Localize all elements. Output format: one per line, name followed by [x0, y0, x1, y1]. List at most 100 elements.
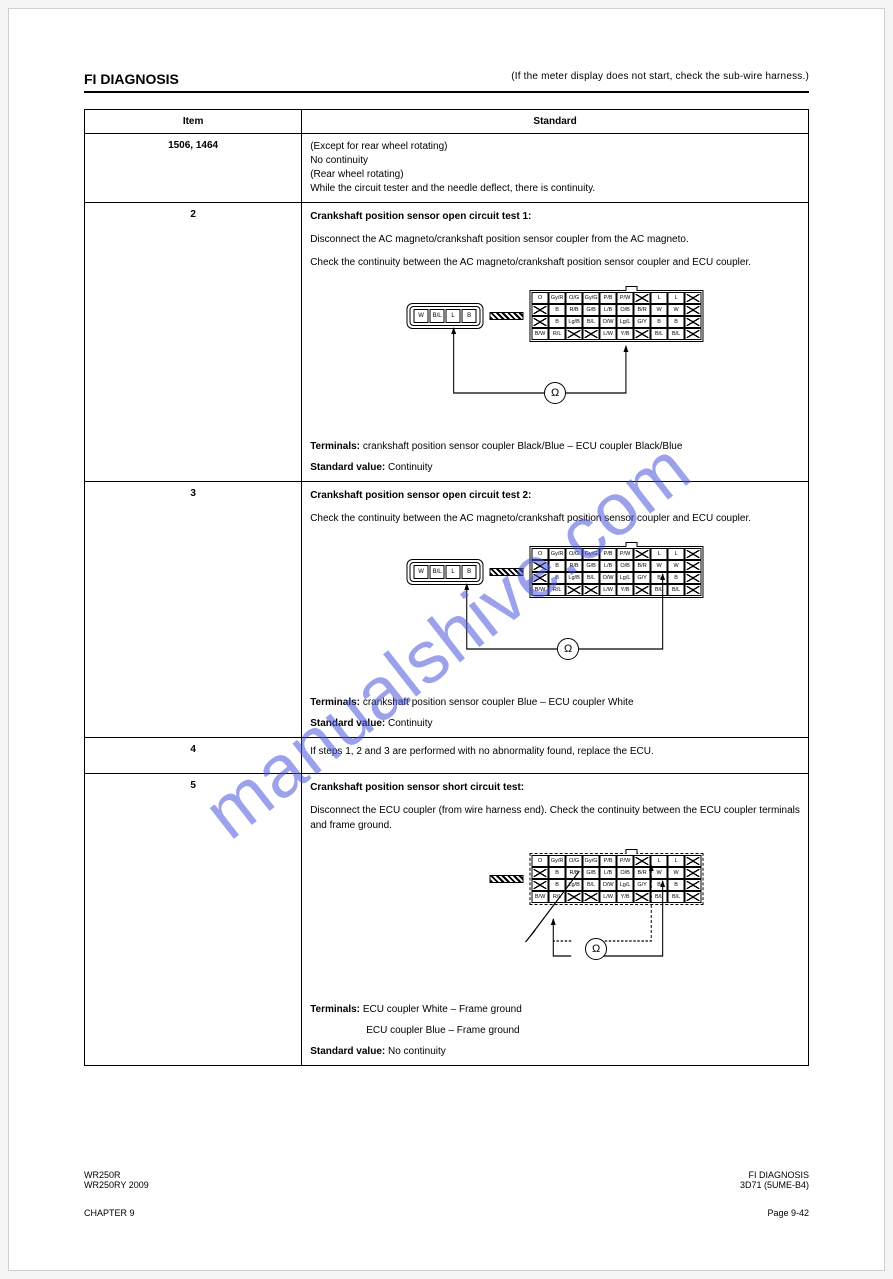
std-label: Standard value: — [310, 1046, 385, 1057]
step-number: 4 — [85, 738, 302, 774]
spec-label: Terminals: — [310, 697, 360, 708]
ecu-cell: B/L — [651, 891, 668, 903]
content: FI DIAGNOSIS (If the meter display does … — [84, 71, 809, 1066]
ecu-cell: W — [651, 304, 668, 316]
ecu-cell: O/G — [566, 855, 583, 867]
ecu-cell — [634, 292, 651, 304]
spec-label: Terminals: — [310, 1004, 360, 1015]
ecu-cell: G/Y — [634, 316, 651, 328]
ecu-cell: B — [651, 316, 668, 328]
table-row: 2 Crankshaft position sensor open circui… — [85, 203, 809, 482]
ecu-cell — [532, 572, 549, 584]
ecu-cell: R/B — [566, 560, 583, 572]
ecu-cell — [566, 328, 583, 340]
connector-diagram: W B/L L B OGy/RO/GGy/GP/BP/WLLBR/BG — [310, 278, 800, 433]
step-number: 5 — [85, 774, 302, 1066]
step-number: 2 — [85, 203, 302, 482]
ecu-cell: L — [651, 855, 668, 867]
ecu-cell: W — [668, 304, 685, 316]
ecu-cell: B — [668, 316, 685, 328]
std-line: No continuity — [310, 154, 800, 168]
ecu-cell: Lg/L — [617, 572, 634, 584]
ecu-cell: O/W — [600, 879, 617, 891]
table-row: 3 Crankshaft position sensor open circui… — [85, 482, 809, 738]
ecu-cell — [685, 292, 702, 304]
ecu-cell — [685, 572, 702, 584]
ecu-cell: R/L — [549, 328, 566, 340]
ecu-cell: P/W — [617, 548, 634, 560]
ecu-cell: L/B — [600, 304, 617, 316]
spec-label: Terminals: — [310, 441, 360, 452]
ecu-cell — [685, 584, 702, 596]
plug-cell: W — [414, 565, 429, 579]
diagram-flex: W B/L L B OGy/RO/GGy/GP/BP/WLLBR/BG — [407, 290, 704, 342]
table-row-codes: 1506, 1464 (Except for rear wheel rotati… — [85, 134, 809, 203]
ecu-cell: Lg/L — [617, 316, 634, 328]
std-block: Standard value: No continuity — [310, 1044, 800, 1059]
ecu-cell: B/L — [583, 572, 600, 584]
ecu-cell: Y/B — [617, 584, 634, 596]
ecu-cell — [685, 867, 702, 879]
ohm-icon: Ω — [544, 382, 566, 404]
ecu-cell: R/B — [566, 304, 583, 316]
spec-block: Terminals: ECU coupler White – Frame gro… — [310, 1002, 800, 1017]
instr: Check the continuity between the AC magn… — [310, 511, 800, 526]
ecu-cell: P/B — [600, 855, 617, 867]
spec-block: Terminals: crankshaft position sensor co… — [310, 439, 800, 454]
std-label: Standard value: — [310, 462, 385, 473]
plug-cell: B — [462, 565, 477, 579]
ecu-cell: R/B — [566, 867, 583, 879]
ecu-cell: O/B — [617, 560, 634, 572]
ecu-cell — [685, 304, 702, 316]
ecu-cell: Y/B — [617, 328, 634, 340]
connector-diagram: OGy/RO/GGy/GP/BP/WLLBR/BG/BL/BO/BB/RWWBL… — [310, 841, 800, 996]
table-head-row: Item Standard — [85, 110, 809, 134]
ecu-cell — [532, 560, 549, 572]
ecu-cell: B — [549, 867, 566, 879]
std-line: (Rear wheel rotating) — [310, 168, 800, 182]
footer-page: Page 9-42 — [767, 1208, 809, 1218]
ecu-cell: G/B — [583, 867, 600, 879]
step-body: Crankshaft position sensor open circuit … — [302, 203, 809, 482]
ecu-cell: L/W — [600, 584, 617, 596]
ecu-cell: O/B — [617, 304, 634, 316]
ecu-cell — [532, 879, 549, 891]
ecu-cell: B — [549, 560, 566, 572]
ecu-cell — [685, 548, 702, 560]
ecu-cell — [634, 891, 651, 903]
cable — [490, 568, 524, 576]
ecu-cell: B/W — [532, 328, 549, 340]
ecu-cell: Lg/B — [566, 572, 583, 584]
ecu-cell: B — [668, 572, 685, 584]
std-label: Standard value: — [310, 718, 385, 729]
footer-row3: CHAPTER 9 Page 9-42 — [84, 1208, 809, 1218]
cable — [490, 312, 524, 320]
ecu-cell: B/R — [634, 867, 651, 879]
instr: If steps 1, 2 and 3 are performed with n… — [310, 744, 800, 759]
footer-chapter: CHAPTER 9 — [84, 1208, 135, 1218]
ecu-cell: B — [651, 879, 668, 891]
std-block: Standard value: Continuity — [310, 716, 800, 731]
ecu-cell — [634, 584, 651, 596]
plug-cell: L — [446, 309, 461, 323]
ecu-cell: O — [532, 292, 549, 304]
ecu-cell: P/W — [617, 292, 634, 304]
ecu-cell — [634, 855, 651, 867]
ecu-cell: B/L — [651, 584, 668, 596]
ecu-cell: Lg/B — [566, 879, 583, 891]
table-row: 5 Crankshaft position sensor short circu… — [85, 774, 809, 1066]
ecu-cell — [583, 328, 600, 340]
plug-inner: W B/L L B — [410, 306, 481, 326]
footer-row2: WR250RY 2009 3D71 (5UME-B4) — [84, 1180, 809, 1190]
ecu-cell: Gy/R — [549, 292, 566, 304]
ecu-cell: B/W — [532, 891, 549, 903]
diagram-flex: W B/L L B OGy/RO/GGy/GP/BP/WLLBR/BG/BL/B… — [407, 546, 704, 598]
ohm-icon: Ω — [557, 638, 579, 660]
ecu-cell: P/W — [617, 855, 634, 867]
spec-value: crankshaft position sensor coupler Black… — [363, 441, 683, 452]
std-value: Continuity — [388, 462, 432, 473]
std-value: No continuity — [388, 1046, 446, 1057]
ecu-cell: O/G — [566, 292, 583, 304]
ecu-cell: B/L — [668, 584, 685, 596]
ohm-icon: Ω — [585, 938, 607, 960]
